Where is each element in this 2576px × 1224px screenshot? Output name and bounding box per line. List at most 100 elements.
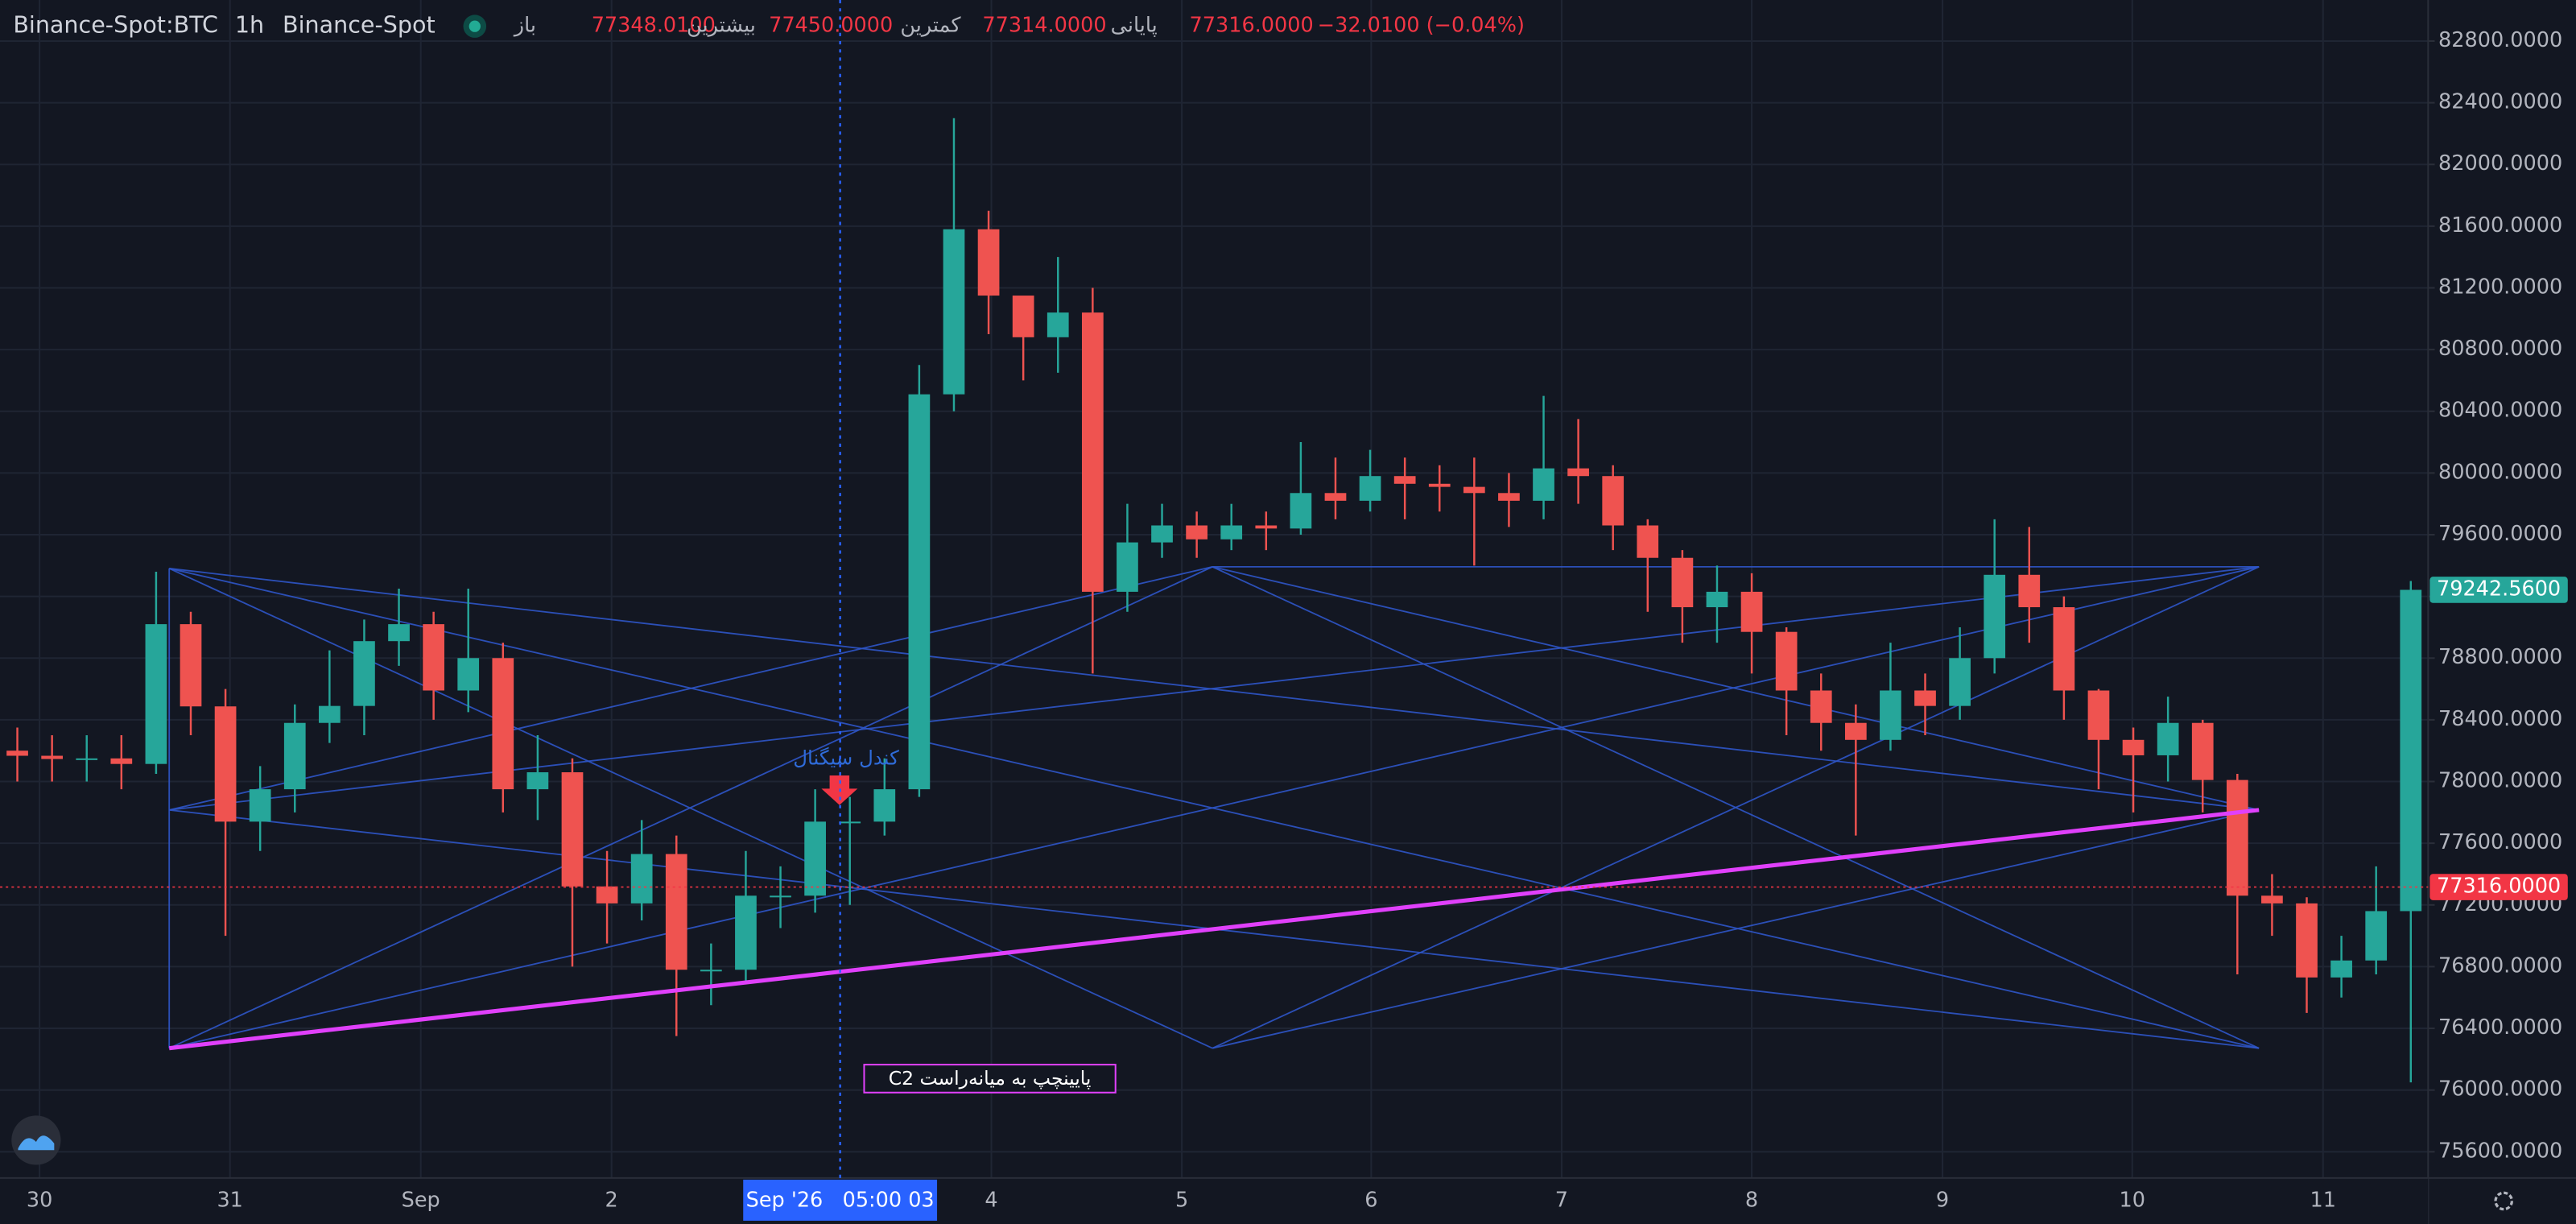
grid bbox=[0, 0, 2429, 1178]
candle-body bbox=[1359, 476, 1381, 501]
x-tick-label: 9 bbox=[1936, 1188, 1949, 1212]
close-label: پایانی bbox=[1111, 14, 1158, 38]
time-axis bbox=[0, 1177, 2429, 1224]
x-tick-label: 2 bbox=[605, 1188, 618, 1212]
candle-body bbox=[1810, 690, 1832, 723]
y-tick-label: 81200.0000 bbox=[2438, 275, 2562, 299]
candle-body bbox=[908, 394, 931, 790]
y-tick-label: 80800.0000 bbox=[2438, 337, 2562, 361]
drawing-line bbox=[168, 565, 1213, 811]
candle-body bbox=[2191, 722, 2214, 780]
candle-body bbox=[804, 821, 826, 896]
crosshair-tag bbox=[743, 1179, 938, 1221]
drawing-line bbox=[169, 565, 2260, 811]
symbol: Binance-Spot:BTC bbox=[13, 11, 218, 39]
y-tick-label: 78800.0000 bbox=[2438, 645, 2562, 669]
candle-body bbox=[2157, 722, 2179, 755]
y-tick-label: 82400.0000 bbox=[2438, 90, 2562, 114]
y-tick-label: 82000.0000 bbox=[2438, 151, 2562, 176]
y-tick-label: 80000.0000 bbox=[2438, 460, 2562, 484]
drawing-line bbox=[168, 568, 1213, 1049]
candle-body bbox=[1012, 296, 1034, 337]
candle-body bbox=[1324, 493, 1347, 501]
candle-body bbox=[977, 229, 1000, 296]
open-label: باز bbox=[513, 14, 536, 38]
candle-body bbox=[735, 895, 757, 970]
candle-body bbox=[1844, 722, 1867, 740]
candle-body bbox=[1567, 468, 1589, 477]
candle-body bbox=[1186, 525, 1208, 540]
candle-body bbox=[1151, 525, 1173, 543]
drawing-line bbox=[168, 565, 2260, 1049]
candle-body bbox=[110, 758, 133, 764]
x-tick-label: 8 bbox=[1745, 1188, 1758, 1212]
interval: 1h bbox=[235, 11, 264, 39]
note-text: پایینچپ به میانه‌راست C2 bbox=[889, 1067, 1092, 1090]
candle-body bbox=[319, 705, 341, 723]
close-price-label: 77316.0000 bbox=[2437, 875, 2561, 899]
candle-body bbox=[2087, 690, 2110, 740]
exchange: Binance-Spot bbox=[283, 11, 436, 39]
open-value: 77348.0100 bbox=[592, 14, 716, 38]
y-tick-label: 79600.0000 bbox=[2438, 522, 2562, 546]
note-box bbox=[863, 1064, 1117, 1094]
candle-body bbox=[1775, 631, 1798, 691]
candle-body bbox=[1220, 525, 1243, 540]
candle-body bbox=[1671, 557, 1694, 608]
x-tick-label: 4 bbox=[985, 1188, 997, 1212]
y-tick-label: 76800.0000 bbox=[2438, 953, 2562, 978]
x-tick-label: 6 bbox=[1364, 1188, 1377, 1212]
status-dot bbox=[469, 20, 481, 32]
candle-body bbox=[2226, 779, 2248, 896]
candle-body bbox=[353, 641, 375, 706]
candle-body bbox=[1255, 525, 1278, 529]
candle-body bbox=[2330, 960, 2352, 978]
signal-label: کندل سیگنال bbox=[793, 746, 899, 770]
candle-body bbox=[1117, 542, 1138, 592]
settings-icon[interactable] bbox=[2494, 1191, 2514, 1211]
logo-mark bbox=[18, 1135, 55, 1151]
x-tick-label: 30 bbox=[27, 1188, 52, 1212]
y-tick-label: 75600.0000 bbox=[2438, 1139, 2562, 1163]
candle-body bbox=[41, 755, 63, 759]
candle-body bbox=[2261, 895, 2283, 904]
logo[interactable] bbox=[11, 1115, 61, 1165]
candle-body bbox=[1984, 574, 2006, 659]
candle-body bbox=[1290, 493, 1312, 529]
low-value: 77314.0000 bbox=[982, 14, 1106, 38]
y-tick-label: 80400.0000 bbox=[2438, 399, 2562, 423]
drawing-line bbox=[1212, 565, 2260, 811]
candle-body bbox=[283, 722, 306, 790]
candle-body bbox=[249, 789, 271, 822]
candle-body bbox=[2400, 589, 2422, 912]
candle-body bbox=[2365, 911, 2388, 961]
x-tick-label: 11 bbox=[2310, 1188, 2336, 1212]
candle-body bbox=[1706, 591, 1728, 608]
trend-line bbox=[168, 808, 2260, 1051]
candle-body bbox=[1637, 525, 1659, 558]
high-value: 77450.0000 bbox=[769, 14, 893, 38]
close-value: 77316.0000 bbox=[1190, 14, 1314, 38]
candle-body bbox=[492, 658, 514, 790]
candle-body bbox=[561, 772, 584, 887]
x-tick-label: 7 bbox=[1555, 1188, 1568, 1212]
candle-body bbox=[943, 229, 965, 395]
candle-body bbox=[1081, 312, 1104, 592]
candle-body bbox=[873, 789, 896, 822]
candle-body bbox=[1046, 312, 1069, 337]
candles bbox=[6, 118, 2422, 1083]
candle-body bbox=[1498, 493, 1520, 501]
candle-body bbox=[2053, 607, 2075, 691]
candle-body bbox=[180, 624, 202, 707]
drawing-line bbox=[1212, 808, 2260, 1049]
crosshair-label: Sep '26 05:00 03 bbox=[746, 1188, 935, 1212]
candle-body bbox=[839, 821, 861, 824]
drawings bbox=[168, 565, 2260, 1049]
x-tick-label: Sep bbox=[402, 1188, 440, 1212]
candle-body bbox=[1463, 486, 1485, 494]
candle-body bbox=[388, 624, 410, 642]
y-tick-label: 76400.0000 bbox=[2438, 1015, 2562, 1040]
candle-body bbox=[145, 624, 167, 764]
candle-body bbox=[1533, 468, 1554, 501]
